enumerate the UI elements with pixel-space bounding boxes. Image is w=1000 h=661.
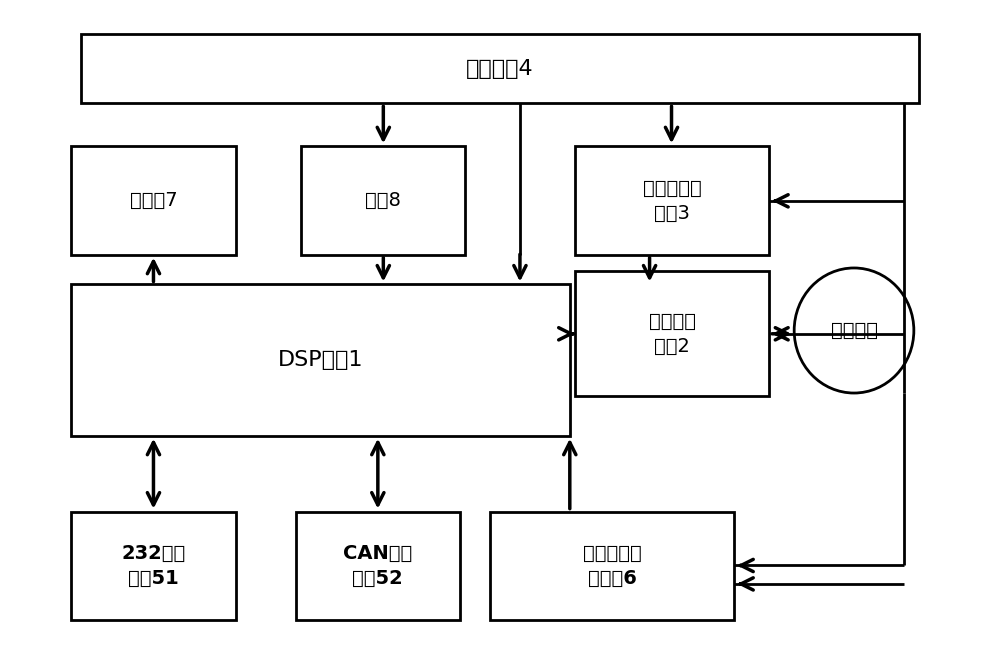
Text: 全桥驱动
模块2: 全桥驱动 模块2 [649, 312, 696, 356]
Text: 电流传感器
模块3: 电流传感器 模块3 [643, 178, 701, 223]
Bar [301, 146, 465, 254]
Text: CAN通讯
模块52: CAN通讯 模块52 [343, 544, 412, 588]
Bar [575, 146, 769, 254]
Bar [71, 512, 236, 620]
Text: 光编信号处
理电路6: 光编信号处 理电路6 [583, 544, 642, 588]
Bar [71, 146, 236, 254]
Text: 电源模块4: 电源模块4 [466, 59, 534, 79]
Text: 按键8: 按键8 [365, 191, 401, 210]
Bar [71, 284, 570, 436]
Bar [81, 34, 919, 103]
Text: 指示灯7: 指示灯7 [130, 191, 177, 210]
Text: 232通讯
模块51: 232通讯 模块51 [121, 544, 186, 588]
Text: DSP模块1: DSP模块1 [278, 350, 363, 370]
Text: 直流电机: 直流电机 [831, 321, 878, 340]
Ellipse shape [794, 268, 914, 393]
Bar [296, 512, 460, 620]
Bar [490, 512, 734, 620]
Bar [575, 271, 769, 397]
